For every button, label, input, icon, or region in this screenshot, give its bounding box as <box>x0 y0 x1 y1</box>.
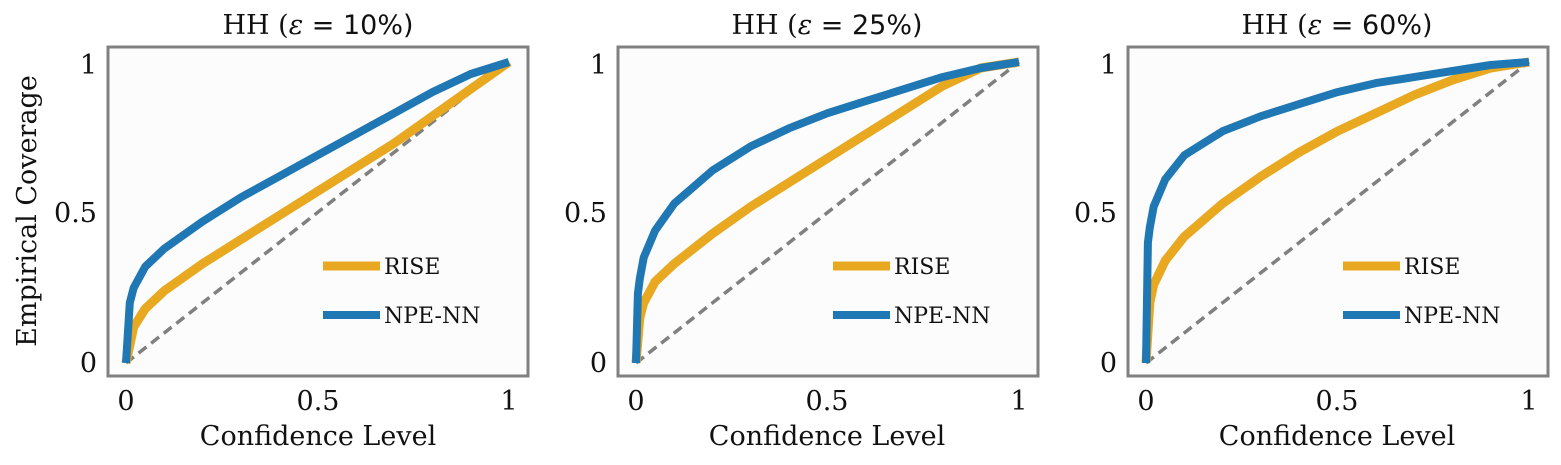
panel-1-legend-rise-label: RISE <box>384 255 440 280</box>
panel-3-legend-npe-label: NPE-NN <box>1404 304 1500 329</box>
panel-1-ytick-0: 0 <box>80 348 97 379</box>
panel-3-xtick-0: 0 <box>1137 386 1154 417</box>
panel-2-diagonal <box>634 60 1021 365</box>
panel-2-rise-line <box>631 57 1020 364</box>
panel-3-ytick-0.5: 0.5 <box>1074 198 1117 229</box>
panel-3-title: HH (ε = 60%) <box>1241 10 1432 41</box>
panel-1-npe-line <box>122 58 511 364</box>
panel-2-legend: RISE NPE-NN <box>833 255 990 329</box>
panel-2-xlabel: Confidence Level <box>709 421 945 452</box>
panel-1-ytick-0.5: 0.5 <box>54 198 97 229</box>
epsilon-symbol: ε <box>1308 10 1323 41</box>
panel-2-ytick-0.5: 0.5 <box>564 198 607 229</box>
panel-1-xlabel: Confidence Level <box>200 421 436 452</box>
panel-3-ytick-0: 0 <box>1100 348 1117 379</box>
panel-1-legend-npe-label: NPE-NN <box>384 304 480 329</box>
panel-1: HH (ε = 10%) 1 0.5 0 0 0.5 1 Confidence … <box>54 10 530 452</box>
panel-2-ytick-0: 0 <box>590 348 607 379</box>
panel-3-diagonal <box>1144 60 1531 365</box>
panel-1-title: HH (ε = 10%) <box>222 10 413 41</box>
panel-3-npe-line <box>1142 58 1530 364</box>
panel-3-rise-line <box>1141 57 1530 364</box>
panel-2-title: HH (ε = 25%) <box>731 10 922 41</box>
panel-1-rise-line <box>121 58 512 364</box>
panel-1-xtick-1: 1 <box>500 386 517 417</box>
panel-3-legend: RISE NPE-NN <box>1343 255 1500 329</box>
panel-2-legend-npe-label: NPE-NN <box>894 304 990 329</box>
panel-3-xtick-1: 1 <box>1520 386 1537 417</box>
epsilon-symbol: ε <box>798 10 813 41</box>
epsilon-symbol: ε <box>289 10 304 41</box>
panel-2-xtick-1: 1 <box>1010 386 1027 417</box>
panel-3-xlabel: Confidence Level <box>1219 421 1455 452</box>
panel-1-legend: RISE NPE-NN <box>323 255 480 329</box>
panel-3-xtick-0.5: 0.5 <box>1316 386 1359 417</box>
panel-2-npe-line <box>632 58 1020 364</box>
panel-1-xtick-0: 0 <box>117 386 134 417</box>
panel-2-xtick-0.5: 0.5 <box>806 386 849 417</box>
panel-3: HH (ε = 60%) 1 0.5 0 0 0.5 1 Confidence … <box>1074 10 1550 452</box>
panel-2-legend-rise-label: RISE <box>894 255 950 280</box>
panel-2-ytick-1: 1 <box>590 50 607 81</box>
panel-3-ytick-1: 1 <box>1100 50 1117 81</box>
panel-1-xtick-0.5: 0.5 <box>297 386 340 417</box>
panel-2-xtick-0: 0 <box>627 386 644 417</box>
panel-1-ytick-1: 1 <box>80 50 97 81</box>
panel-3-legend-rise-label: RISE <box>1404 255 1460 280</box>
figure-ylabel: Empirical Coverage <box>12 75 43 347</box>
panel-2: HH (ε = 25%) 1 0.5 0 0 0.5 1 Confidence … <box>564 10 1040 452</box>
